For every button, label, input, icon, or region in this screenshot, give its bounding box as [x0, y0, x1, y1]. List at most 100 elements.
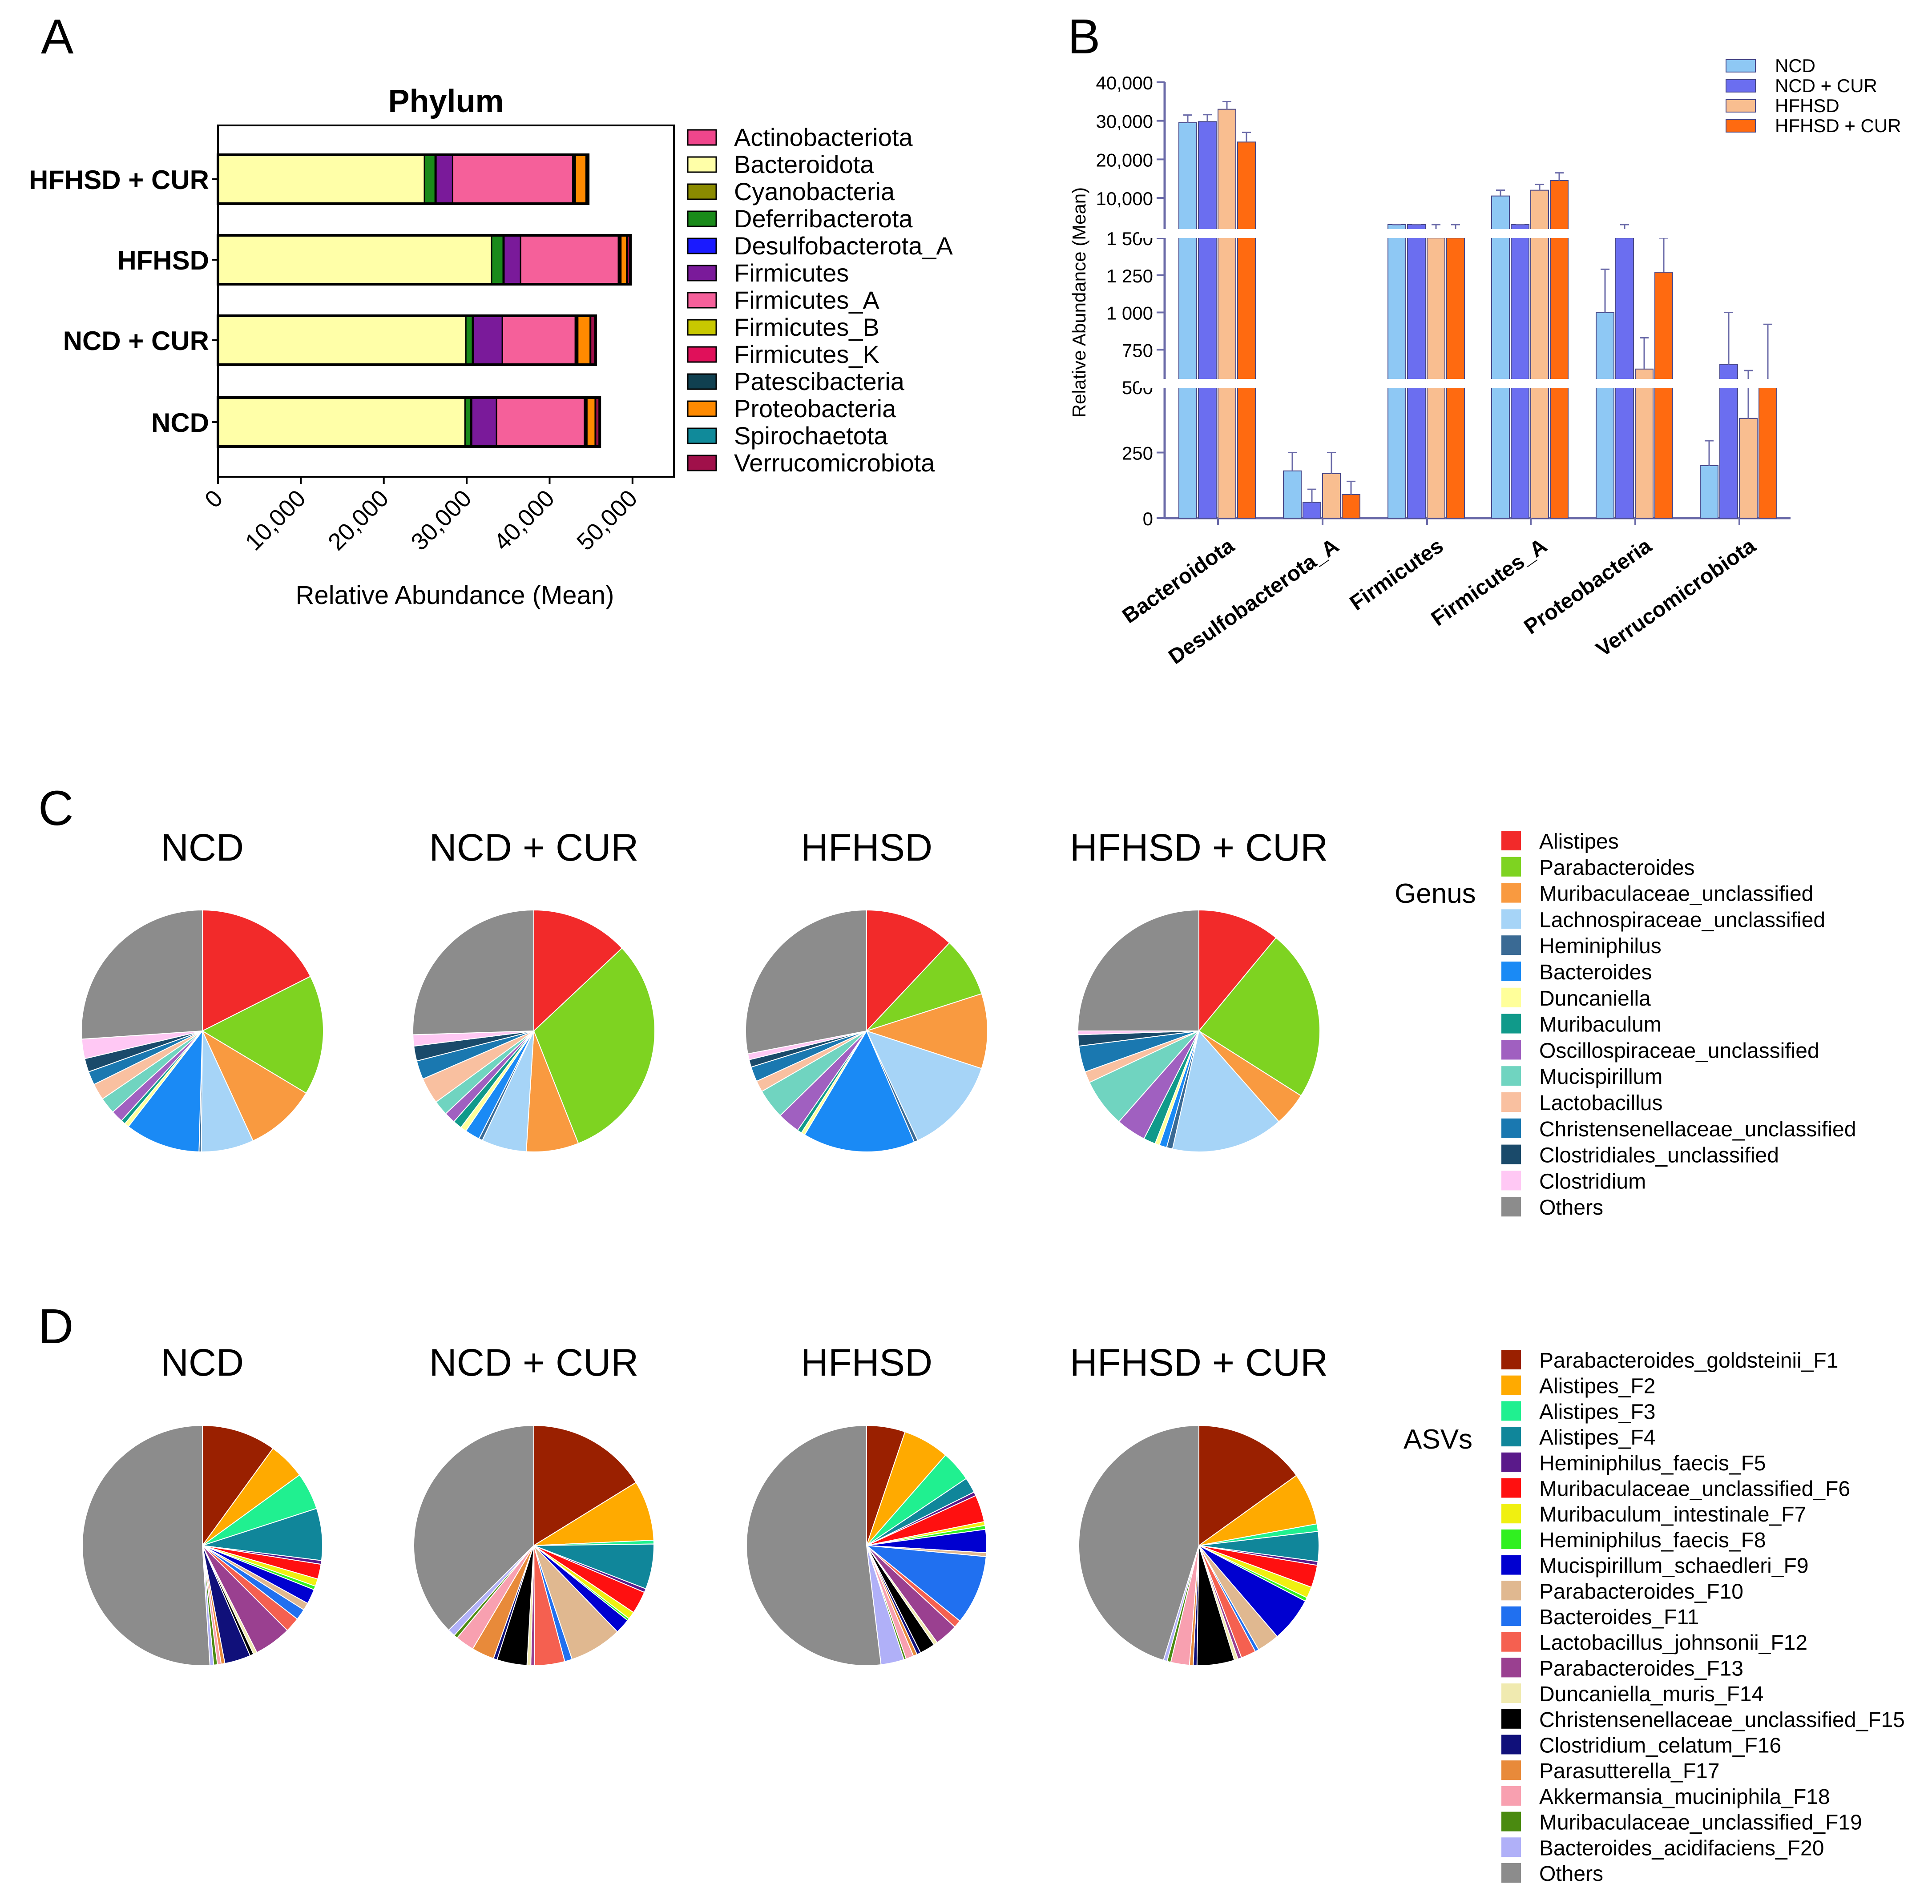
bar-desulfobacterota-a-ncd-cur: [1303, 502, 1321, 519]
asv-legend-label-lactobacillus-johnsonii-f12: Lactobacillus_johnsonii_F12: [1539, 1631, 1807, 1655]
asv-legend-label-alistipes-f3: Alistipes_F3: [1539, 1400, 1655, 1424]
legend-swatch-hfhsd: [1726, 99, 1756, 113]
x-tick-label-10-000: 10,000: [240, 485, 311, 556]
panel-letter-c: C: [38, 781, 73, 836]
asv-legend-label-mucispirillum-schaedleri-f9: Mucispirillum_schaedleri_F9: [1539, 1554, 1809, 1578]
genus-slice-ncd-cur-others: [412, 909, 534, 1035]
asv-legend-label-muribaculum-intestinale-f7: Muribaculum_intestinale_F7: [1539, 1503, 1806, 1526]
asv-legend-label-muribaculaceae-unclassified-f19: Muribaculaceae_unclassified_F19: [1539, 1811, 1862, 1835]
asv-slice-hfhsd-cur-alistipes-f2: [1198, 1474, 1318, 1546]
asv-pie-title-ncd-cur: NCD + CUR: [429, 1341, 639, 1384]
asv-legend-label-bacteroides-f11: Bacteroides_F11: [1539, 1606, 1699, 1629]
bar-hfhsd-cur-bacteroidota: [217, 154, 425, 205]
y-tick-label-20-000: 20,000: [1096, 149, 1153, 170]
legend-swatch-spirochaetota: [687, 427, 717, 444]
genus-legend-label-muribaculaceae-unclassified: Muribaculaceae_unclassified: [1539, 882, 1813, 906]
legend-label-spirochaetota: Spirochaetota: [734, 422, 888, 450]
genus-legend-swatch-clostridium: [1501, 1171, 1521, 1191]
genus-slice-hfhsd-bacteroides: [804, 1030, 915, 1152]
genus-legend-swatch-lachnospiraceae-unclassified: [1501, 909, 1521, 929]
bar-ncd-deferribacterota: [464, 397, 472, 447]
legend-swatch-patescibacteria: [687, 373, 717, 390]
genus-legend-swatch-lactobacillus: [1501, 1092, 1521, 1112]
bar-ncd-firmicutes: [471, 397, 497, 447]
asv-legend-swatch-clostridium-celatum-f16: [1501, 1735, 1521, 1755]
chart-a-x-axis-label: Relative Abundance (Mean): [296, 581, 614, 610]
asv-legend-title: ASVs: [1404, 1424, 1472, 1455]
y-tick-label-750: 750: [1122, 340, 1153, 361]
legend-label-firmicutes-a: Firmicutes_A: [734, 286, 879, 314]
asv-legend-label-clostridium-celatum-f16: Clostridium_celatum_F16: [1539, 1734, 1781, 1758]
x-tick-label-40-000: 40,000: [489, 485, 560, 556]
genus-pie-title-ncd: NCD: [161, 826, 244, 869]
asv-legend-label-parabacteroides-f10: Parabacteroides_F10: [1539, 1580, 1743, 1603]
genus-legend-label-oscillospiraceae-unclassified: Oscillospiraceae_unclassified: [1539, 1039, 1819, 1063]
x-tick-label-30-000: 30,000: [406, 485, 476, 556]
genus-slice-hfhsd-cur-alistipes: [1198, 909, 1277, 1032]
legend-swatch-ncd-cur: [1726, 79, 1756, 93]
asv-legend-swatch-parabacteroides-f13: [1501, 1658, 1521, 1678]
genus-legend-label-christensenellaceae-unclassified: Christensenellaceae_unclassified: [1539, 1118, 1856, 1141]
bar-verrucomicrobiota-ncd: [1700, 465, 1718, 519]
legend-label-firmicutes-k: Firmicutes_K: [734, 340, 879, 368]
asv-legend-swatch-akkermansia-muciniphila-f18: [1501, 1786, 1521, 1806]
asv-legend-swatch-alistipes-f4: [1501, 1427, 1521, 1447]
asv-legend-swatch-parabacteroides-goldsteinii-f1: [1501, 1350, 1521, 1369]
legend-swatch-firmicutes-k: [687, 346, 717, 363]
asv-legend-label-parabacteroides-goldsteinii-f1: Parabacteroides_goldsteinii_F1: [1539, 1349, 1838, 1373]
legend-swatch-verrucomicrobiota: [687, 455, 717, 471]
genus-legend-swatch-clostridiales-unclassified: [1501, 1144, 1521, 1164]
y-tick-label-40-000: 40,000: [1096, 72, 1153, 93]
category-label-desulfobacterota-a: Desulfobacterota_A: [1164, 534, 1343, 669]
genus-slice-hfhsd-cur-lachnospiraceae-unclassified: [1172, 1030, 1280, 1152]
asv-legend-swatch-parabacteroides-f10: [1501, 1581, 1521, 1601]
panel-a-stacked-bar-chart: Phylum HFHSD + CUR HFHSD NCD + CUR NCD 0 10,00…: [29, 84, 953, 610]
bar-hfhsd-firmicutes-a: [520, 234, 619, 285]
asv-slice-ncd-parabacteroides-goldsteinii-f1: [202, 1425, 274, 1547]
legend-swatch-firmicutes-a: [687, 292, 717, 309]
panel-d-asv-pie-charts: ASVs NCD NCD + CUR HFHSD HFHSD + CUR Parabac…: [82, 1341, 1905, 1886]
genus-slice-ncd-cur-parabacteroides: [533, 947, 655, 1144]
legend-label-firmicutes-b: Firmicutes_B: [734, 313, 879, 341]
bar-hfhsd-firmicutes: [503, 234, 521, 285]
genus-legend-swatch-christensenellaceae-unclassified: [1501, 1118, 1521, 1138]
bar-firmicutes-ncd-cur: [1407, 224, 1426, 519]
bar-ncd-bacteroidota: [217, 397, 466, 447]
legend-swatch-proteobacteria: [687, 400, 717, 417]
asv-legend-label-parabacteroides-f13: Parabacteroides_F13: [1539, 1657, 1743, 1680]
bar-firmicutes-ncd: [1387, 224, 1406, 519]
bar-desulfobacterota-a-hfhsd: [1322, 473, 1341, 519]
bar-hfhsd-cur-proteobacteria: [574, 154, 587, 205]
genus-slice-ncd-bacteroides: [128, 1029, 203, 1152]
legend-swatch-firmicutes-b: [687, 319, 717, 336]
genus-slice-hfhsd-parabacteroides: [866, 942, 983, 1031]
legend-swatch-hfhsd-cur: [1726, 119, 1756, 133]
asv-slice-ncd-others: [82, 1425, 211, 1666]
category-label-ncd: NCD: [151, 408, 209, 438]
genus-legend-swatch-duncaniella: [1501, 987, 1521, 1007]
asv-legend-swatch-heminiphilus-faecis-f8: [1501, 1529, 1521, 1549]
asv-legend-swatch-lactobacillus-johnsonii-f12: [1501, 1632, 1521, 1652]
bar-proteobacteria-hfhsd-cur: [1654, 272, 1673, 519]
genus-legend-swatch-parabacteroides: [1501, 857, 1521, 877]
y-tick-label-30-000: 30,000: [1096, 111, 1153, 132]
genus-legend-title: Genus: [1395, 878, 1476, 909]
genus-slice-hfhsd-alistipes: [866, 909, 950, 1032]
axis-break-lower: [1139, 379, 1797, 388]
asv-legend-swatch-others: [1501, 1863, 1521, 1883]
asv-legend-swatch-christensenellaceae-unclassified-f15: [1501, 1709, 1521, 1729]
legend-label-desulfobacterota-a: Desulfobacterota_A: [734, 232, 953, 260]
legend-label-deferribacterota: Deferribacterota: [734, 205, 913, 233]
genus-slice-ncd-parabacteroides: [201, 975, 324, 1094]
genus-legend-swatch-alistipes: [1501, 831, 1521, 850]
genus-legend-label-heminiphilus: Heminiphilus: [1539, 934, 1662, 958]
category-label-hfhsd-cur: HFHSD + CUR: [29, 165, 209, 195]
asv-slice-hfhsd-others: [746, 1425, 882, 1666]
legend-swatch-deferribacterota: [687, 210, 717, 227]
genus-slice-ncd-cur-muribaculaceae-unclassified: [525, 1030, 579, 1152]
asv-slice-ncd-cur-parabacteroides-goldsteinii-f1: [533, 1425, 637, 1546]
bar-hfhsd-deferribacterota: [491, 234, 504, 285]
bar-firmicutes-hfhsd: [1427, 237, 1445, 519]
genus-legend-label-lachnospiraceae-unclassified: Lachnospiraceae_unclassified: [1539, 908, 1825, 932]
